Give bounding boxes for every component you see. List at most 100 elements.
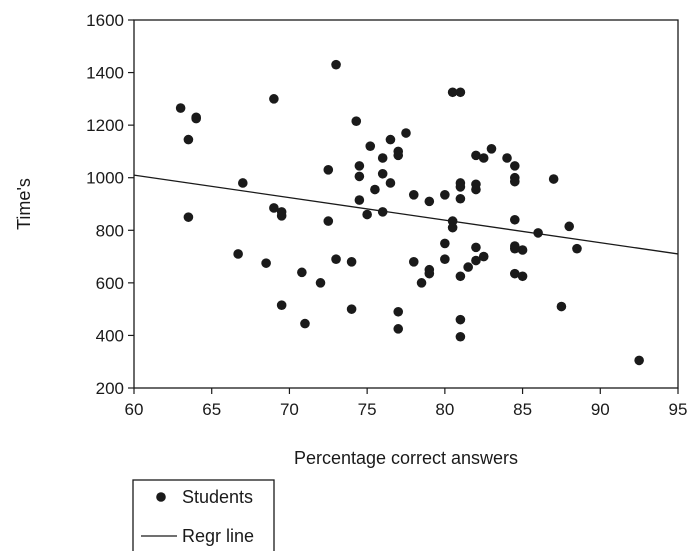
data-point <box>331 59 341 70</box>
data-point <box>300 318 310 329</box>
data-point <box>346 304 357 314</box>
x-tick-label: 85 <box>513 400 532 419</box>
data-point <box>354 171 365 182</box>
data-point <box>634 355 644 366</box>
data-point <box>510 268 520 279</box>
data-point <box>572 243 582 254</box>
x-tick-label: 60 <box>125 400 144 419</box>
data-point <box>183 134 194 145</box>
data-point <box>393 150 404 161</box>
data-point <box>502 153 512 163</box>
data-point <box>416 278 427 288</box>
data-point <box>297 267 307 278</box>
data-point <box>323 216 334 226</box>
y-tick-label: 1000 <box>86 169 124 188</box>
data-point <box>238 178 248 188</box>
data-point <box>471 242 481 253</box>
legend-marker-students <box>156 492 166 502</box>
data-point <box>377 168 388 179</box>
data-point <box>471 150 481 161</box>
data-point <box>261 258 271 268</box>
y-axis: 200 400 600 800 1000 1200 1400 1600 <box>86 11 134 398</box>
data-point <box>440 254 450 264</box>
data-point <box>440 238 450 249</box>
data-point <box>385 134 396 145</box>
data-point <box>393 324 404 334</box>
data-point <box>408 190 419 200</box>
x-tick-label: 80 <box>435 400 454 419</box>
data-point <box>191 113 201 124</box>
data-point <box>510 176 520 187</box>
data-point <box>331 254 341 264</box>
data-point <box>510 214 520 225</box>
data-point <box>354 195 365 205</box>
x-tick-label: 70 <box>280 400 299 419</box>
data-point <box>276 300 287 311</box>
data-point <box>447 222 458 233</box>
data-point <box>564 221 574 232</box>
data-point <box>510 243 520 254</box>
data-point <box>183 212 194 222</box>
data-point <box>370 184 380 195</box>
x-axis: 60 65 70 75 80 85 90 95 <box>125 388 688 419</box>
x-tick-label: 95 <box>669 400 688 419</box>
x-tick-label: 65 <box>202 400 221 419</box>
x-tick-label: 75 <box>358 400 377 419</box>
regression-line-group <box>133 174 679 255</box>
y-tick-label: 1600 <box>86 11 124 30</box>
data-point <box>362 209 372 220</box>
data-point <box>455 271 466 282</box>
data-point <box>276 211 287 221</box>
data-point <box>517 245 528 255</box>
data-point <box>269 94 279 104</box>
legend-label-regr-line: Regr line <box>182 526 254 546</box>
data-point <box>486 144 497 154</box>
data-point <box>471 184 481 195</box>
x-tick-label: 90 <box>591 400 610 419</box>
data-point <box>315 278 326 288</box>
data-point <box>478 153 489 163</box>
data-point <box>385 178 396 188</box>
legend-label-students: Students <box>182 487 253 507</box>
y-axis-title: Time's <box>14 178 34 230</box>
data-point <box>455 331 466 342</box>
regression-line <box>133 174 679 255</box>
data-point <box>463 262 473 272</box>
data-point <box>233 249 243 259</box>
y-tick-label: 200 <box>96 379 124 398</box>
data-point <box>455 182 466 192</box>
legend: Students Regr line <box>132 479 275 551</box>
legend-box <box>132 479 275 551</box>
data-point <box>517 271 528 282</box>
data-point <box>510 161 520 171</box>
data-point <box>393 306 404 317</box>
data-point <box>408 257 419 267</box>
data-point <box>478 251 489 262</box>
students-points <box>175 59 644 366</box>
data-point <box>424 268 435 279</box>
data-point <box>323 165 334 175</box>
data-point <box>354 161 365 171</box>
data-point <box>269 203 279 213</box>
y-tick-label: 1200 <box>86 116 124 135</box>
data-point <box>401 128 411 138</box>
data-point <box>548 174 559 184</box>
data-point <box>440 190 450 200</box>
data-point <box>447 87 458 98</box>
data-point <box>365 141 376 151</box>
y-tick-label: 600 <box>96 274 124 293</box>
data-point <box>377 153 388 163</box>
plot-frame <box>133 19 679 389</box>
data-point <box>351 116 362 126</box>
data-point <box>533 228 543 238</box>
data-point <box>424 196 435 207</box>
data-point <box>455 87 466 98</box>
x-axis-title: Percentage correct answers <box>294 448 518 468</box>
data-point <box>455 314 466 325</box>
data-point <box>175 103 186 113</box>
data-point <box>377 207 388 217</box>
data-point <box>556 301 567 312</box>
y-tick-label: 800 <box>96 221 124 240</box>
y-tick-label: 1400 <box>86 64 124 83</box>
